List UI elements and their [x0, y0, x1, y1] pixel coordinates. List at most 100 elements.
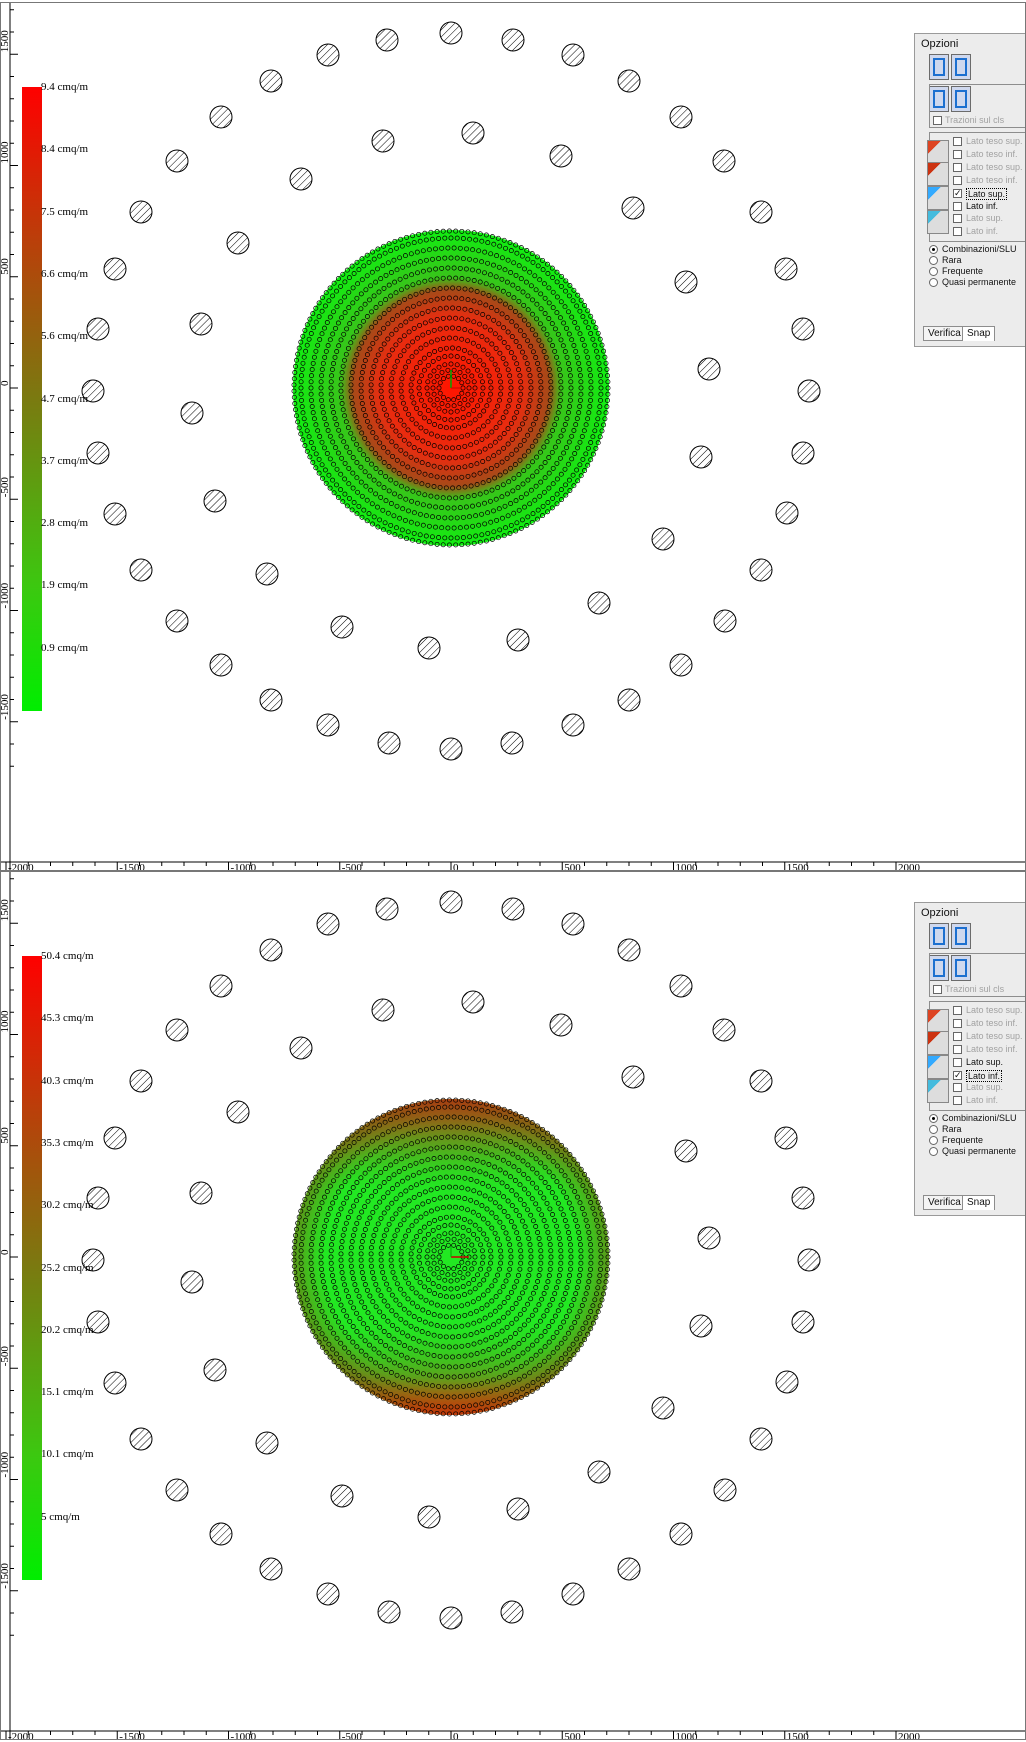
- pile-hatch[interactable]: [501, 897, 525, 921]
- pile-hatch[interactable]: [712, 149, 736, 173]
- pile-hatch[interactable]: [330, 615, 354, 639]
- pile-hatch[interactable]: [500, 731, 524, 755]
- pile-hatch[interactable]: [689, 1314, 713, 1338]
- side-option-checkbox[interactable]: [953, 162, 962, 172]
- pile-hatch[interactable]: [791, 1186, 815, 1210]
- pile-hatch[interactable]: [209, 974, 233, 998]
- tractions-checkbox[interactable]: [933, 985, 942, 994]
- combination-radio[interactable]: [929, 1136, 938, 1145]
- pile-hatch[interactable]: [259, 938, 283, 962]
- tractions-checkbox[interactable]: [933, 116, 942, 125]
- pile-hatch[interactable]: [226, 231, 250, 255]
- pile-hatch[interactable]: [674, 270, 698, 294]
- rebar-bottom-button[interactable]: [951, 54, 971, 80]
- pile-hatch[interactable]: [375, 897, 399, 921]
- pile-hatch[interactable]: [189, 1181, 213, 1205]
- pile-hatch[interactable]: [316, 1582, 340, 1606]
- pile-hatch[interactable]: [165, 609, 189, 633]
- side-option-checkbox[interactable]: [953, 214, 962, 224]
- pile-hatch[interactable]: [189, 312, 213, 336]
- pile-hatch[interactable]: [697, 357, 721, 381]
- side-option-checkbox[interactable]: [953, 149, 962, 159]
- pile-hatch[interactable]: [561, 43, 585, 67]
- pile-hatch[interactable]: [439, 737, 463, 761]
- pile-hatch[interactable]: [375, 28, 399, 52]
- pile-hatch[interactable]: [617, 69, 641, 93]
- layout-button[interactable]: [929, 955, 949, 981]
- side-option-checkbox[interactable]: [953, 1044, 962, 1054]
- pile-hatch[interactable]: [500, 1600, 524, 1624]
- pile-hatch[interactable]: [316, 713, 340, 737]
- combination-radio[interactable]: [929, 1147, 938, 1156]
- pile-hatch[interactable]: [439, 1606, 463, 1630]
- pile-hatch[interactable]: [749, 200, 773, 224]
- pile-hatch[interactable]: [103, 1371, 127, 1395]
- pile-hatch[interactable]: [749, 1427, 773, 1451]
- pile-hatch[interactable]: [86, 317, 110, 341]
- pile-hatch[interactable]: [651, 527, 675, 551]
- combination-radio[interactable]: [929, 1125, 938, 1134]
- pile-hatch[interactable]: [129, 558, 153, 582]
- tab-snap[interactable]: Snap: [962, 326, 996, 341]
- pile-hatch[interactable]: [180, 1270, 204, 1294]
- pile-hatch[interactable]: [316, 43, 340, 67]
- pile-hatch[interactable]: [506, 628, 530, 652]
- snap-grid-button[interactable]: [951, 86, 971, 112]
- side-option-checkbox[interactable]: ✓: [953, 1069, 962, 1080]
- pile-hatch[interactable]: [289, 167, 313, 191]
- pile-hatch[interactable]: [797, 1248, 821, 1272]
- pile-hatch[interactable]: [103, 257, 127, 281]
- pile-hatch[interactable]: [165, 1018, 189, 1042]
- rebar-top-button[interactable]: [929, 923, 949, 949]
- snap-grid-button[interactable]: [951, 955, 971, 981]
- pile-hatch[interactable]: [674, 1139, 698, 1163]
- side-option-checkbox[interactable]: [953, 201, 962, 211]
- pile-hatch[interactable]: [103, 502, 127, 526]
- pile-hatch[interactable]: [81, 1248, 105, 1272]
- pile-hatch[interactable]: [689, 445, 713, 469]
- plate-canvas[interactable]: 1500 1000 500 0 -500 -1000 -1500 -2000 -1500 -100…: [1, 872, 1026, 1740]
- tab-snap[interactable]: Snap: [962, 1195, 996, 1210]
- pile-hatch[interactable]: [617, 938, 641, 962]
- pile-hatch[interactable]: [669, 974, 693, 998]
- pile-hatch[interactable]: [417, 1505, 441, 1529]
- pile-hatch[interactable]: [371, 129, 395, 153]
- pile-hatch[interactable]: [587, 591, 611, 615]
- pile-hatch[interactable]: [203, 489, 227, 513]
- pile-hatch[interactable]: [81, 379, 105, 403]
- side-option-checkbox[interactable]: [953, 1096, 962, 1106]
- pile-hatch[interactable]: [439, 21, 463, 45]
- pile-hatch[interactable]: [86, 441, 110, 465]
- pile-hatch[interactable]: [587, 1460, 611, 1484]
- combination-radio[interactable]: [929, 1114, 938, 1123]
- pile-hatch[interactable]: [316, 912, 340, 936]
- pile-hatch[interactable]: [549, 1013, 573, 1037]
- pile-hatch[interactable]: [371, 998, 395, 1022]
- pile-hatch[interactable]: [461, 121, 485, 145]
- pile-hatch[interactable]: [259, 69, 283, 93]
- pile-hatch[interactable]: [461, 990, 485, 1014]
- pile-hatch[interactable]: [226, 1100, 250, 1124]
- pile-hatch[interactable]: [651, 1396, 675, 1420]
- pile-hatch[interactable]: [129, 1427, 153, 1451]
- pile-hatch[interactable]: [713, 1478, 737, 1502]
- pile-hatch[interactable]: [129, 1069, 153, 1093]
- plate-view-bottom[interactable]: 1500 1000 500 0 -500 -1000 -1500 -2000 -1500 -100…: [0, 871, 1026, 1740]
- pile-hatch[interactable]: [209, 653, 233, 677]
- pile-hatch[interactable]: [549, 144, 573, 168]
- combination-radio[interactable]: [929, 267, 938, 276]
- pile-hatch[interactable]: [669, 653, 693, 677]
- side-option-checkbox[interactable]: ✓: [953, 187, 962, 198]
- pile-hatch[interactable]: [180, 401, 204, 425]
- pile-hatch[interactable]: [797, 379, 821, 403]
- plate-view-top[interactable]: 1500 1000 500 0 -500 -1000 -1500 -2000 -1500 -100…: [0, 2, 1026, 871]
- pile-hatch[interactable]: [791, 1310, 815, 1334]
- pile-hatch[interactable]: [255, 1431, 279, 1455]
- pile-hatch[interactable]: [289, 1036, 313, 1060]
- tab-verifica[interactable]: Verifica: [923, 1195, 966, 1210]
- pile-hatch[interactable]: [417, 636, 441, 660]
- pile-hatch[interactable]: [86, 1310, 110, 1334]
- pile-hatch[interactable]: [165, 149, 189, 173]
- pile-hatch[interactable]: [377, 731, 401, 755]
- side-option-checkbox[interactable]: [953, 1018, 962, 1028]
